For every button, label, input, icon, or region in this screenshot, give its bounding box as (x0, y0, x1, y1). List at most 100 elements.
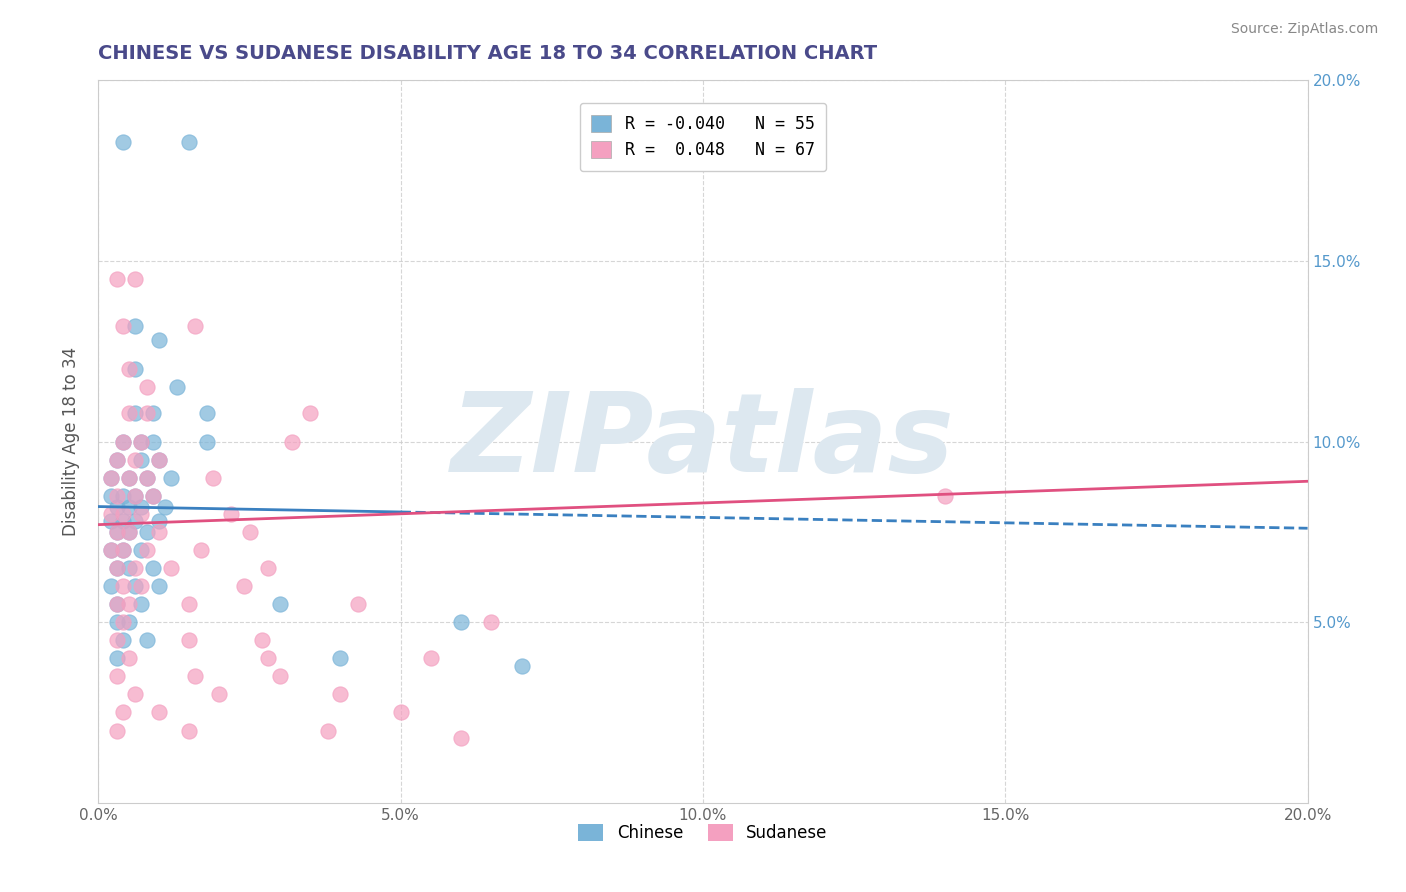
Point (100, 514, 122, 528)
Point (105, 452, 128, 467)
Point (100, 507, 122, 521)
Point (179, 723, 201, 738)
Point (111, 434, 134, 449)
Point (142, 489, 165, 503)
Point (105, 272, 128, 286)
Text: ZIPatlas: ZIPatlas (451, 388, 955, 495)
Point (105, 524, 128, 539)
Point (105, 723, 128, 738)
Point (105, 651, 128, 665)
Point (256, 651, 278, 665)
Point (420, 651, 443, 665)
Point (124, 362, 146, 376)
Point (100, 542, 122, 557)
Point (124, 272, 146, 286)
Point (118, 471, 141, 485)
Point (118, 597, 141, 611)
Point (124, 406, 146, 420)
Point (129, 500, 152, 514)
Point (129, 579, 152, 593)
Point (148, 524, 170, 539)
Point (239, 524, 262, 539)
Point (105, 615, 128, 630)
Point (111, 633, 134, 648)
Point (142, 489, 165, 503)
Point (118, 471, 141, 485)
Point (269, 669, 291, 683)
Point (142, 434, 165, 449)
Point (105, 669, 128, 683)
Point (316, 723, 339, 738)
Point (118, 651, 141, 665)
Point (179, 633, 201, 648)
Point (124, 489, 146, 503)
Point (111, 507, 134, 521)
Point (105, 561, 128, 575)
Point (118, 500, 141, 514)
Point (153, 500, 176, 514)
Y-axis label: Disability Age 18 to 34: Disability Age 18 to 34 (62, 347, 80, 536)
Point (118, 406, 141, 420)
Point (124, 561, 146, 575)
Point (124, 514, 146, 528)
Point (148, 514, 170, 528)
Point (329, 687, 352, 701)
Point (250, 633, 273, 648)
Text: Source: ZipAtlas.com: Source: ZipAtlas.com (1230, 22, 1378, 37)
Point (179, 135, 201, 149)
Point (129, 542, 152, 557)
Point (281, 434, 304, 449)
Point (450, 615, 472, 630)
Point (129, 452, 152, 467)
Point (142, 561, 165, 575)
Point (148, 334, 170, 348)
Point (124, 579, 146, 593)
Point (135, 380, 157, 394)
Point (148, 452, 170, 467)
Point (124, 318, 146, 333)
Point (179, 597, 201, 611)
Point (389, 706, 412, 720)
Point (124, 489, 146, 503)
Point (111, 135, 134, 149)
Point (221, 507, 243, 521)
Point (934, 489, 956, 503)
Point (135, 471, 157, 485)
Point (100, 579, 122, 593)
Point (269, 597, 291, 611)
Point (195, 434, 218, 449)
Point (105, 561, 128, 575)
Point (135, 471, 157, 485)
Point (111, 706, 134, 720)
Point (111, 318, 134, 333)
Point (100, 542, 122, 557)
Point (450, 731, 472, 745)
Point (105, 524, 128, 539)
Point (299, 406, 322, 420)
Point (160, 561, 183, 575)
Point (105, 597, 128, 611)
Point (111, 434, 134, 449)
Point (100, 489, 122, 503)
Point (111, 489, 134, 503)
Point (129, 434, 152, 449)
Point (184, 318, 207, 333)
Point (118, 362, 141, 376)
Point (111, 514, 134, 528)
Point (184, 669, 207, 683)
Point (118, 524, 141, 539)
Point (111, 542, 134, 557)
Point (135, 633, 157, 648)
Point (118, 615, 141, 630)
Point (166, 380, 188, 394)
Point (105, 489, 128, 503)
Point (129, 434, 152, 449)
Point (105, 500, 128, 514)
Point (208, 687, 231, 701)
Point (202, 471, 225, 485)
Point (329, 651, 352, 665)
Legend: Chinese, Sudanese: Chinese, Sudanese (572, 817, 834, 848)
Point (148, 706, 170, 720)
Point (111, 615, 134, 630)
Point (135, 406, 157, 420)
